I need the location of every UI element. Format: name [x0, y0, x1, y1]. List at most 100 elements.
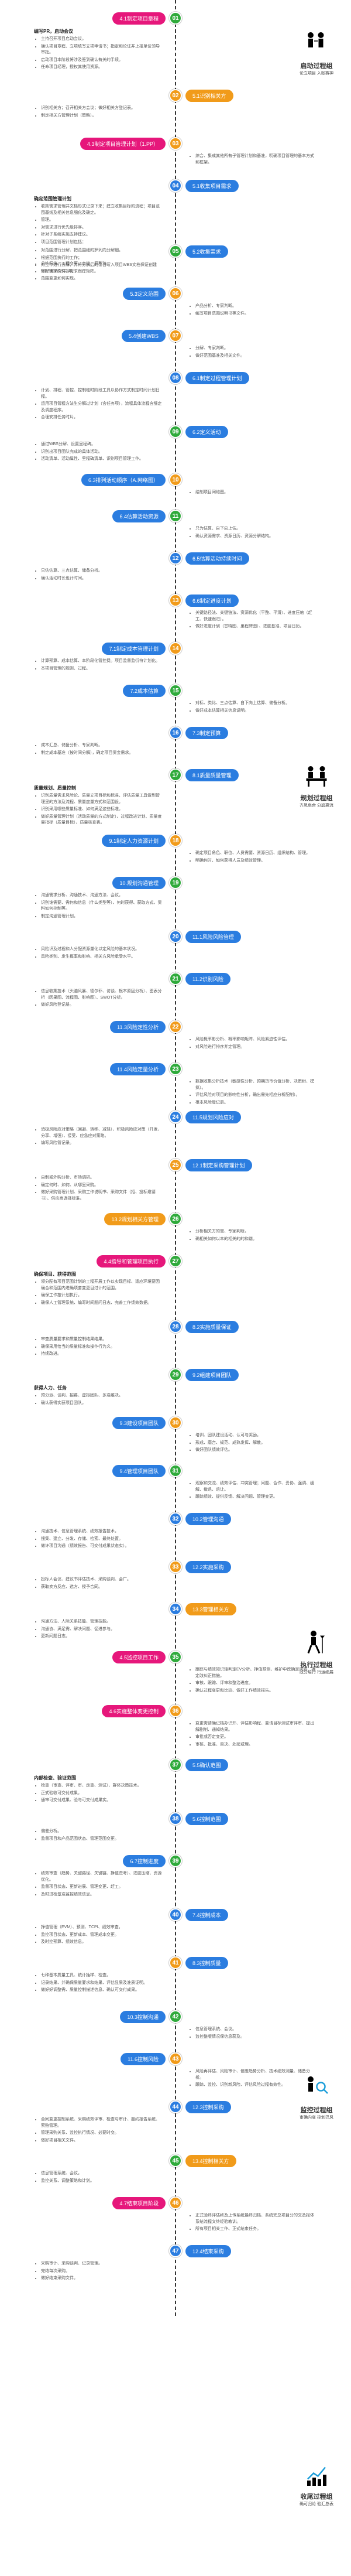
node-pill: 9.3建设项目团队: [112, 1417, 166, 1429]
flow-segment: 385.6控制范围偏差分析。监督项目和产品范围状态、管理范围变更。: [0, 1812, 351, 1847]
node-number: 47: [169, 2244, 182, 2257]
flow-node: 147.1制定成本管理计划: [0, 642, 176, 655]
node-description: 采购审计、采购谈判、记录管理。完结每次采购。做好结束采购文件。: [34, 2261, 168, 2283]
node-description: 审查质量要求和质量控制结果结果。确保采用恰当的质量标准和操作行为义。持续改进。: [34, 1337, 168, 1359]
flow-segment: 3210.2管理沟通沟通技术、信息管理系统、绩效报告技术。搜集、建立、分发、存储…: [0, 1512, 351, 1553]
flow-segment: 106.3排列活动顺序（A.网络图）绘制项目网络图。: [0, 473, 351, 503]
stage-marker: 规划过程组齐凤启合 分崩离流: [290, 761, 343, 808]
node-description: 培训、团队建设活动、认可与奖励。形成、磨合、规范、成熟发挥、解散。做好团队绩效评…: [183, 1433, 317, 1455]
node-pill: 6.4估算活动资源: [112, 510, 166, 522]
node-pill: 8.1质量质量管理: [185, 769, 239, 781]
flow-node: 2311.4风险定量分析: [0, 1062, 176, 1075]
flow-segment: 2512.1制定采购管理计划自制或外购分析、市场调研。确定何时、如何、从哪里采购…: [0, 1159, 351, 1205]
flow-node: 3210.2管理沟通: [176, 1512, 351, 1525]
node-number: 06: [169, 287, 182, 300]
flow-segment: 086.1制定过程管理计划计划、排程、管控、控制临时阶段工具以协作方式制定时间计…: [0, 371, 351, 418]
node-number: 14: [169, 642, 182, 655]
flow-segment: 126.5估算活动持续时间只估估算、三点估算、储备分析。确认活动时长也计时间。: [0, 552, 351, 587]
node-pill: 8.2实施质量保证: [185, 1321, 239, 1333]
node-number: 20: [169, 930, 182, 943]
stage-sub: 确可归论 验汇总表: [290, 2501, 343, 2507]
flow-node: 126.5估算活动持续时间: [176, 552, 351, 565]
flow-node: 2011.1风险风险管理: [176, 930, 351, 943]
node-number: 12: [169, 552, 182, 565]
node-number: 32: [169, 1512, 182, 1525]
node-number: 26: [169, 1212, 182, 1225]
node-description: 七种基本质量工具、统计抽样、检查。记录结果、并确保质量要求和结果、评估显质及准质…: [34, 1973, 168, 1995]
stage-title: 规划过程组: [290, 793, 343, 802]
flow-segment: 2111.2识别风险信息收集技术（头脑风暴、德尔菲、访谈、根本原因分析）、图表分…: [0, 972, 351, 1013]
node-number: 36: [169, 1704, 182, 1717]
node-pill: 11.6控制风险: [121, 2053, 166, 2065]
flow-segment: 034.3制定项目管理计划（1.PP）综合、集成其他所有子管理计划和基准，明确项…: [0, 137, 351, 172]
node-number: 42: [169, 2010, 182, 2023]
node-description: 正式验终评估终及上传系统最终归档、系统完总项目分的交及报体系结流程文终经验教训。…: [183, 2213, 317, 2234]
node-description: 只估估算、三点估算、储备分析。确认活动时长也计时间。: [34, 568, 168, 583]
node-description: 计算预算、成本估算、本阶段化管控费。项目监督监衍符计划化。本项目管理的规则、过程…: [34, 658, 168, 673]
node-pill: 6.1制定过程管理计划: [185, 372, 249, 384]
node-pill: 4.1制定项目章程: [112, 12, 166, 25]
node-number: 44: [169, 2100, 182, 2113]
flow-node: 2613.2规划相关方管理: [0, 1212, 176, 1225]
node-pill: 13.3管理相关方: [185, 1603, 236, 1615]
node-pill: 7.4控制成本: [185, 1909, 228, 1921]
flow-node: 385.6控制范围: [176, 1812, 351, 1825]
flow-segment: 136.6制定进度计划关键路径法、关键链法、资源优化（平整、平滑）、进度压缩（赶…: [0, 594, 351, 635]
node-pill: 4.5监控项目工作: [112, 1651, 166, 1663]
node-description: 内部检查、验证范围检查（审查、评审、审、走查、测试）、群体决策技术。正式验收可交…: [34, 1775, 168, 1805]
node-description: 确定项目角色、职位、人员需要、资源日历、组织结构、管理。明确何时、如何获得人员及…: [183, 850, 317, 865]
flow-segment: 2613.2规划相关方管理分析相关方的需、专家判断。确相关如何以本的相关的的和谐…: [0, 1212, 351, 1248]
node-number: 45: [169, 2154, 182, 2167]
node-pill: 10.3控制沟通: [120, 2011, 166, 2023]
node-number: 30: [169, 1416, 182, 1429]
node-pill: 4.6实施整体变更控制: [102, 1705, 166, 1717]
flow-segment: 189.1制定人力资源计划确定项目角色、职位、人员需要、资源日历、组织结构、管理…: [0, 834, 351, 869]
node-pill: 13.2规划相关方管理: [104, 1213, 166, 1225]
flow-node: 116.4估算活动资源: [0, 510, 176, 522]
node-pill: 6.6制定进度计划: [185, 595, 239, 607]
node-pill: 4.4指导和管理项目执行: [97, 1255, 166, 1267]
node-description: 信息收集技术（头脑风暴、德尔菲、访谈、根本原因分析）、图表分析（因果图、流程图、…: [34, 989, 168, 1010]
node-pill: 6.5估算活动持续时间: [185, 552, 249, 565]
flow-segment: 309.3建设项目团队培训、团队建设活动、认可与奖励。形成、磨合、规范、成熟发挥…: [0, 1416, 351, 1457]
flow-node: 065.3定义范围: [0, 287, 176, 300]
node-pill: 7.1制定成本管理计划: [102, 643, 166, 655]
stage-marker: 执行过程组政分培行 行运绩展: [290, 1628, 343, 1675]
node-number: 38: [169, 1812, 182, 1825]
flow-node: 407.4控制成本: [176, 1908, 351, 1921]
flow-node: 396.7控制进度: [0, 1854, 176, 1867]
node-pill: 12.3控制采购: [185, 2101, 231, 2113]
flow-segment: 4210.3控制沟通信息管理系统、会议。监控整版情况保信息获及。: [0, 2010, 351, 2045]
node-description: 沟通技术、信息管理系统、绩效报告技术。搜集、建立、分发、存储、检索、最终处置。做…: [34, 1529, 168, 1551]
node-number: 17: [169, 768, 182, 781]
node-number: 15: [169, 684, 182, 697]
node-pill: 12.1制定采购管理计划: [185, 1159, 252, 1171]
node-number: 23: [169, 1062, 182, 1075]
flow-segment: 065.3定义范围产品分析、专家判断。编写项目范围说明书等文件。: [0, 287, 351, 322]
node-pill: 5.1收集项目需求: [185, 180, 239, 192]
node-description: 确保项目、获得范围领分配有项目范围计划的工程开展工作以实现目标、适应环境要因确合…: [34, 1271, 168, 1307]
node-number: 25: [169, 1159, 182, 1171]
stage-sub: 审确内变 控划巴风: [290, 2114, 343, 2120]
node-pill: 6.3排列活动顺序（A.网络图）: [81, 474, 166, 486]
node-pill: 12.2实施采购: [185, 1561, 231, 1573]
node-pill: 5.6控制范围: [185, 1813, 228, 1825]
flow-segment: 167.3制定预算成本汇总、储备分析、专家判断。制定成本基准（按时间分解），确定…: [0, 726, 351, 761]
flow-node: 3312.2实施采购: [176, 1560, 351, 1573]
stage-title: 监控过程组: [290, 2105, 343, 2114]
flow-segment: 364.6实施整体变更控制变更需请确记档办识开、评估影响程、变请目标测试审评审、…: [0, 1704, 351, 1751]
node-number: 03: [169, 137, 182, 150]
node-description: 沟通方法、人际关系技能、管理技能。沟通协、满足需、解决问题、促进参与。更新问题日…: [34, 1619, 168, 1641]
node-number: 05: [169, 245, 182, 258]
flow-node: 418.3控制质量: [176, 1956, 351, 1969]
flow-node: 136.6制定进度计划: [176, 594, 351, 607]
flow-segment: 2211.3风险定性分析风险概率影分析、概率影响矩阵、风险紧迫性评估。对风险进行…: [0, 1020, 351, 1055]
node-pill: 5.3定义范围: [123, 288, 166, 300]
node-description: 挣值管理（EVM）、预测、TCPI、绩效审查。监控项目状态、更新成本、管理成本变…: [34, 1925, 168, 1947]
node-pill: 13.4控制相关方: [185, 2155, 236, 2167]
node-number: 18: [169, 834, 182, 847]
flow-segment: 2311.4风险定量分析数据收集分析技术（敏感性分析、预期货币价值分析、决策树、…: [0, 1062, 351, 1103]
node-description: 识别相关方；召开相关方会议；做好相关方登记表。制定相关方管理计划（策略）。: [34, 105, 168, 120]
node-number: 09: [169, 425, 182, 438]
node-number: 21: [169, 972, 182, 985]
